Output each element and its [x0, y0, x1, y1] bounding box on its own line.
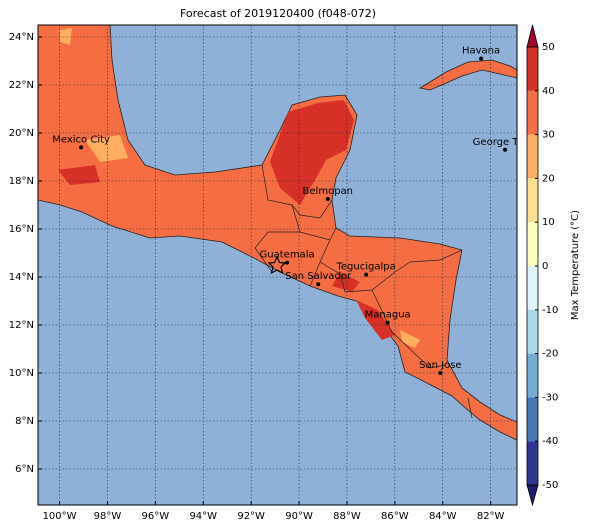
y-tick-label: 20°N — [9, 128, 34, 139]
colorbar-tick-label: 20 — [542, 173, 555, 184]
y-tick-label: 14°N — [9, 272, 34, 283]
colorbar-over — [526, 24, 539, 48]
colorbar-band — [527, 441, 538, 485]
colorbar-band — [527, 309, 538, 354]
y-tick-label: 12°N — [9, 320, 34, 331]
x-tick-label: 96°W — [142, 511, 170, 522]
colorbar-band — [527, 222, 538, 266]
colorbar-band — [527, 90, 538, 135]
colorbar-tick-label: -30 — [542, 392, 558, 403]
colorbar-band — [527, 134, 538, 179]
y-tick-label: 24°N — [9, 32, 34, 43]
y-tick-label: 18°N — [9, 176, 34, 187]
warm-region — [58, 100, 395, 340]
city-point — [438, 371, 443, 375]
city-point — [285, 260, 290, 265]
x-tick-label: 94°W — [189, 511, 217, 522]
gridlines — [38, 25, 517, 505]
city-label: Belmopan — [303, 186, 353, 197]
cuba — [418, 59, 517, 91]
city-point — [325, 197, 330, 201]
city-point — [503, 147, 508, 152]
colorbar-under — [526, 484, 539, 507]
y-tick-label: 6°N — [15, 464, 34, 475]
map-area: Havana Mexico City George Town Belmopan Guat… — [38, 25, 538, 505]
colorbar-band — [527, 397, 538, 442]
city-point — [385, 320, 390, 325]
mainland — [38, 25, 517, 441]
y-tick-label: 8°N — [15, 416, 34, 427]
colorbar-band — [527, 353, 538, 398]
colorbar-tick-label: 50 — [542, 42, 555, 53]
x-tick-label: 82°W — [477, 511, 505, 522]
city-point — [79, 145, 84, 150]
colorbar-tick-label: 40 — [542, 86, 555, 97]
cities: Havana Mexico City George Town Belmopan Guat… — [52, 46, 538, 375]
colorbar-tick-label: 0 — [542, 261, 548, 272]
map-title: Forecast of 2019120400 (f048-072) — [180, 7, 376, 20]
x-tick-label: 84°W — [429, 511, 457, 522]
city-label: San Salvador — [285, 271, 352, 282]
colorbar-label: Max Temperature (°C) — [570, 210, 581, 320]
city-label: Managua — [365, 310, 411, 321]
colorbar-tick-label: 10 — [542, 217, 555, 228]
x-tick-label: 88°W — [333, 511, 361, 522]
colorbar-tick-label: 30 — [542, 130, 555, 141]
x-tick-label: 100°W — [43, 511, 77, 522]
city-label: San Jose — [419, 360, 461, 371]
colorbar-tick-label: -10 — [542, 305, 558, 316]
x-tick-label: 86°W — [381, 511, 409, 522]
city-label: Tegucigalpa — [335, 262, 395, 273]
star-marker — [267, 255, 287, 275]
colorbar-band — [527, 47, 538, 91]
axes: 100°W 98°W 96°W 94°W 92°W 90°W 88°W 86°W 84°W 82°… — [9, 32, 505, 522]
city-point — [316, 282, 321, 287]
colorbar-band — [527, 266, 538, 310]
y-tick-label: 10°N — [9, 368, 34, 379]
city-label: Guatemala — [260, 250, 315, 261]
y-tick-label: 22°N — [9, 80, 34, 91]
colorbar-band — [527, 178, 538, 223]
x-tick-label: 90°W — [285, 511, 313, 522]
city-label: George Town — [473, 137, 538, 148]
x-tick-label: 98°W — [94, 511, 122, 522]
x-tick-label: 92°W — [237, 511, 265, 522]
city-point — [479, 56, 484, 61]
colorbar: -50 -40 -30 -20 -10 0 10 20 30 40 50 — [526, 24, 558, 507]
plot-frame — [37, 24, 518, 506]
colorbar-tick-label: -40 — [542, 436, 558, 447]
city-label: Havana — [462, 46, 500, 57]
colorbar-tick-label: -20 — [542, 349, 558, 360]
city-label: Mexico City — [52, 134, 110, 145]
city-point — [364, 272, 369, 277]
colorbar-tick-label: -50 — [542, 480, 558, 491]
borders — [254, 164, 473, 419]
y-tick-label: 16°N — [9, 224, 34, 235]
